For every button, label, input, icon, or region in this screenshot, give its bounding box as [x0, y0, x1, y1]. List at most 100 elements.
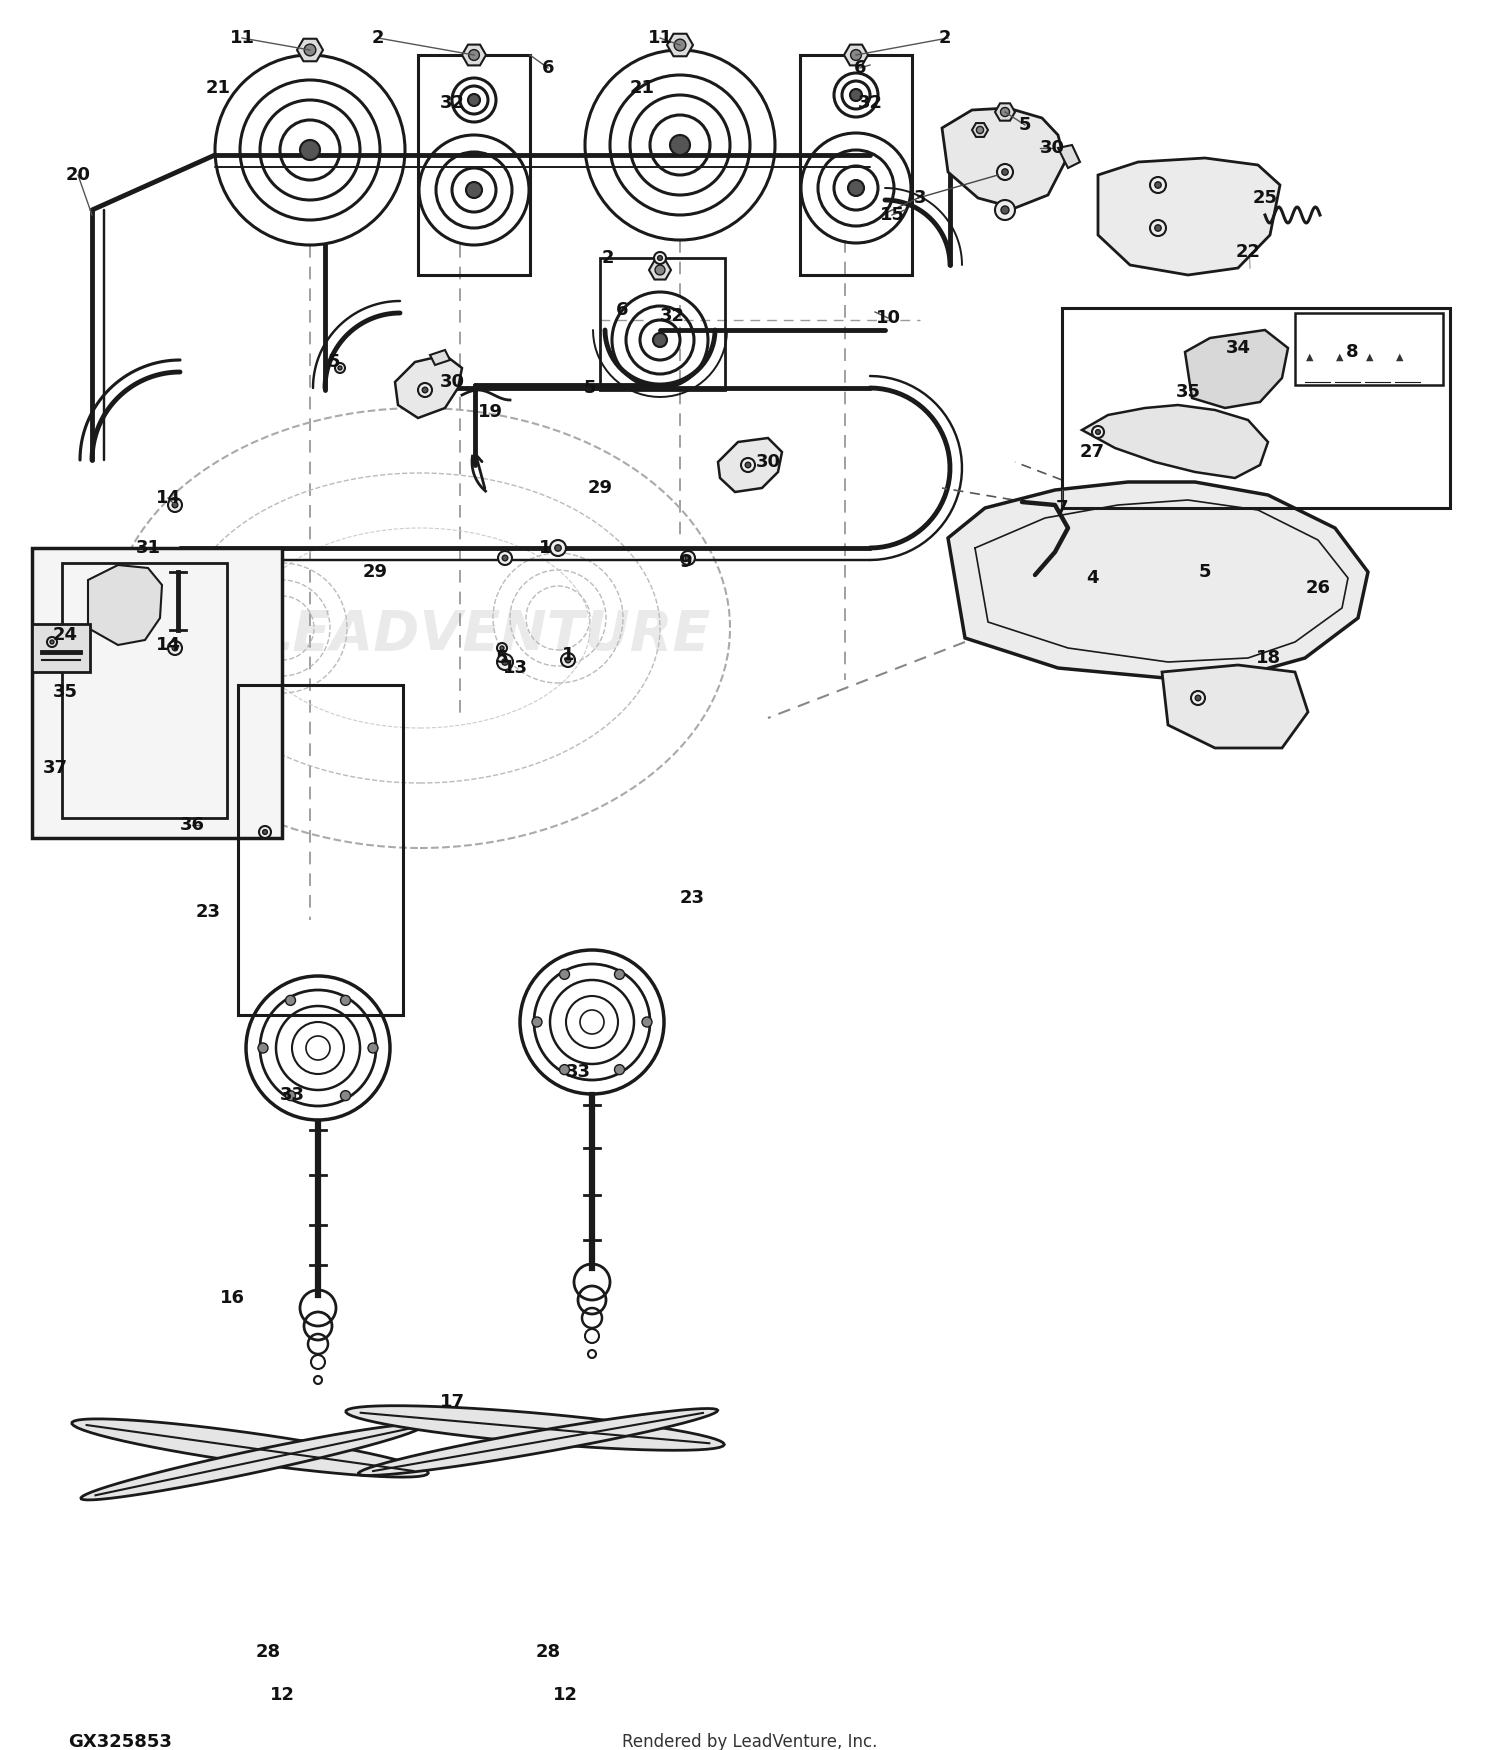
Text: 1: 1 [538, 539, 552, 556]
Polygon shape [1098, 158, 1280, 275]
Text: 25: 25 [1252, 189, 1278, 206]
Polygon shape [668, 33, 693, 56]
Polygon shape [650, 261, 670, 280]
Text: 30: 30 [440, 373, 465, 390]
Circle shape [300, 140, 320, 159]
Circle shape [1000, 206, 1010, 214]
Circle shape [172, 646, 178, 651]
Circle shape [340, 1090, 351, 1101]
Circle shape [532, 1017, 542, 1027]
Circle shape [652, 332, 668, 346]
Polygon shape [1162, 665, 1308, 747]
Circle shape [1155, 224, 1161, 231]
Circle shape [654, 252, 666, 264]
Circle shape [657, 255, 663, 261]
Circle shape [1095, 429, 1101, 434]
Circle shape [368, 1043, 378, 1054]
Circle shape [615, 1064, 624, 1074]
Text: 29: 29 [588, 480, 612, 497]
Text: Rendered by LeadVenture, Inc.: Rendered by LeadVenture, Inc. [622, 1732, 878, 1750]
Bar [1062, 308, 1450, 508]
Circle shape [994, 200, 1016, 220]
Text: 21: 21 [630, 79, 654, 96]
Polygon shape [394, 355, 462, 418]
Bar [800, 54, 912, 275]
Circle shape [746, 462, 752, 467]
Text: 28: 28 [536, 1643, 561, 1661]
Circle shape [1002, 168, 1008, 175]
Circle shape [1196, 695, 1202, 700]
Text: 9: 9 [678, 553, 692, 570]
Text: 31: 31 [135, 539, 160, 556]
Polygon shape [430, 350, 450, 366]
Circle shape [686, 555, 692, 560]
Circle shape [419, 383, 432, 397]
Circle shape [496, 654, 513, 670]
Polygon shape [972, 123, 988, 136]
Bar [32, 625, 90, 672]
Text: 10: 10 [876, 310, 900, 327]
Text: 36: 36 [180, 816, 204, 835]
Polygon shape [844, 44, 868, 65]
Circle shape [262, 830, 267, 835]
Circle shape [550, 541, 566, 556]
Circle shape [466, 182, 482, 198]
Text: ▲: ▲ [1336, 352, 1344, 362]
Text: 37: 37 [42, 760, 68, 777]
Text: 23: 23 [680, 889, 705, 906]
Text: 6: 6 [542, 60, 555, 77]
Circle shape [976, 126, 984, 133]
Text: 6: 6 [615, 301, 628, 318]
Circle shape [1191, 691, 1204, 705]
Polygon shape [1082, 404, 1268, 478]
Text: ▲: ▲ [1396, 352, 1404, 362]
Circle shape [1150, 220, 1166, 236]
Circle shape [503, 658, 509, 665]
Text: 28: 28 [255, 1643, 280, 1661]
Text: 30: 30 [1040, 138, 1065, 158]
Polygon shape [346, 1405, 724, 1451]
Bar [419, 54, 530, 275]
Text: 23: 23 [195, 903, 220, 920]
Circle shape [998, 164, 1012, 180]
Bar [600, 257, 724, 390]
Text: 8: 8 [1346, 343, 1359, 360]
Circle shape [285, 996, 296, 1004]
Text: 5: 5 [1198, 564, 1212, 581]
Circle shape [338, 366, 342, 369]
Text: 12: 12 [552, 1685, 578, 1704]
Text: 30: 30 [756, 453, 780, 471]
Text: 26: 26 [1305, 579, 1330, 597]
Text: 20: 20 [66, 166, 90, 184]
Text: 27: 27 [1080, 443, 1104, 460]
Polygon shape [358, 1409, 717, 1475]
Circle shape [260, 826, 272, 838]
Text: 2: 2 [372, 30, 384, 47]
Circle shape [168, 640, 182, 654]
Circle shape [847, 180, 864, 196]
Text: 34: 34 [1226, 340, 1251, 357]
Circle shape [168, 499, 182, 513]
Circle shape [850, 89, 862, 102]
Text: 22: 22 [1236, 243, 1260, 261]
Text: 1: 1 [561, 646, 574, 663]
Text: 3: 3 [914, 189, 926, 206]
Text: 16: 16 [219, 1290, 245, 1307]
Circle shape [172, 502, 178, 507]
Circle shape [498, 551, 512, 565]
Circle shape [670, 135, 690, 156]
Circle shape [422, 387, 428, 392]
Circle shape [468, 94, 480, 107]
Circle shape [642, 1017, 652, 1027]
Polygon shape [462, 44, 486, 65]
Bar [1294, 313, 1443, 385]
Text: 5: 5 [495, 649, 508, 667]
Text: 11: 11 [230, 30, 255, 47]
Polygon shape [718, 438, 782, 492]
Circle shape [560, 1064, 570, 1074]
Text: 24: 24 [53, 626, 78, 644]
Polygon shape [948, 481, 1368, 677]
Bar [62, 564, 226, 817]
Text: 14: 14 [156, 635, 180, 654]
Circle shape [1155, 182, 1161, 189]
